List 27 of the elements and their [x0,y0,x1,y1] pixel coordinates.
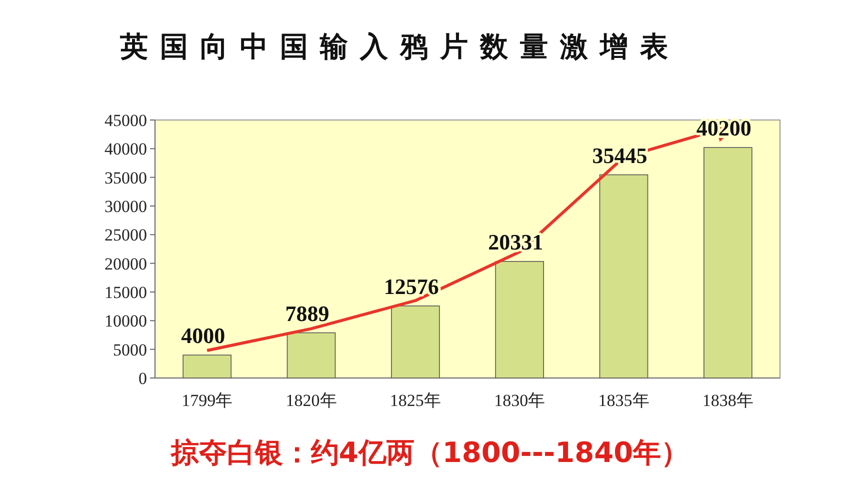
bar [391,306,440,378]
x-tick-label: 1838年 [702,391,754,410]
y-tick-label: 25000 [104,226,147,245]
x-tick-label: 1825年 [390,391,441,410]
y-tick-label: 40000 [104,140,147,159]
bar [599,174,648,378]
chart-title: 英国向中国输入鸦片数量激增表 [119,30,680,63]
y-tick-label: 35000 [104,168,147,188]
y-tick-label: 10000 [104,312,147,331]
y-tick-label: 5000 [113,340,147,360]
x-tick-label: 1820年 [286,391,337,410]
bar [704,147,752,378]
y-tick-label: 30000 [104,197,147,216]
data-label: 12576 [384,274,439,299]
y-tick-label: 45000 [104,111,147,130]
bar [495,261,544,378]
y-tick-label: 0 [138,369,147,388]
x-tick-label: 1799年 [182,391,233,410]
bar [182,354,232,378]
text: 掠夺白银：约4亿两（1800---1840年） [170,436,690,469]
x-tick-label: 1835年 [598,391,650,410]
data-label: 4000 [181,323,226,348]
y-tick-label: 15000 [104,283,147,302]
y-tick-label: 20000 [104,254,147,274]
bar [286,332,336,378]
x-tick-label: 1830年 [494,391,546,410]
data-label: 7889 [285,300,330,326]
